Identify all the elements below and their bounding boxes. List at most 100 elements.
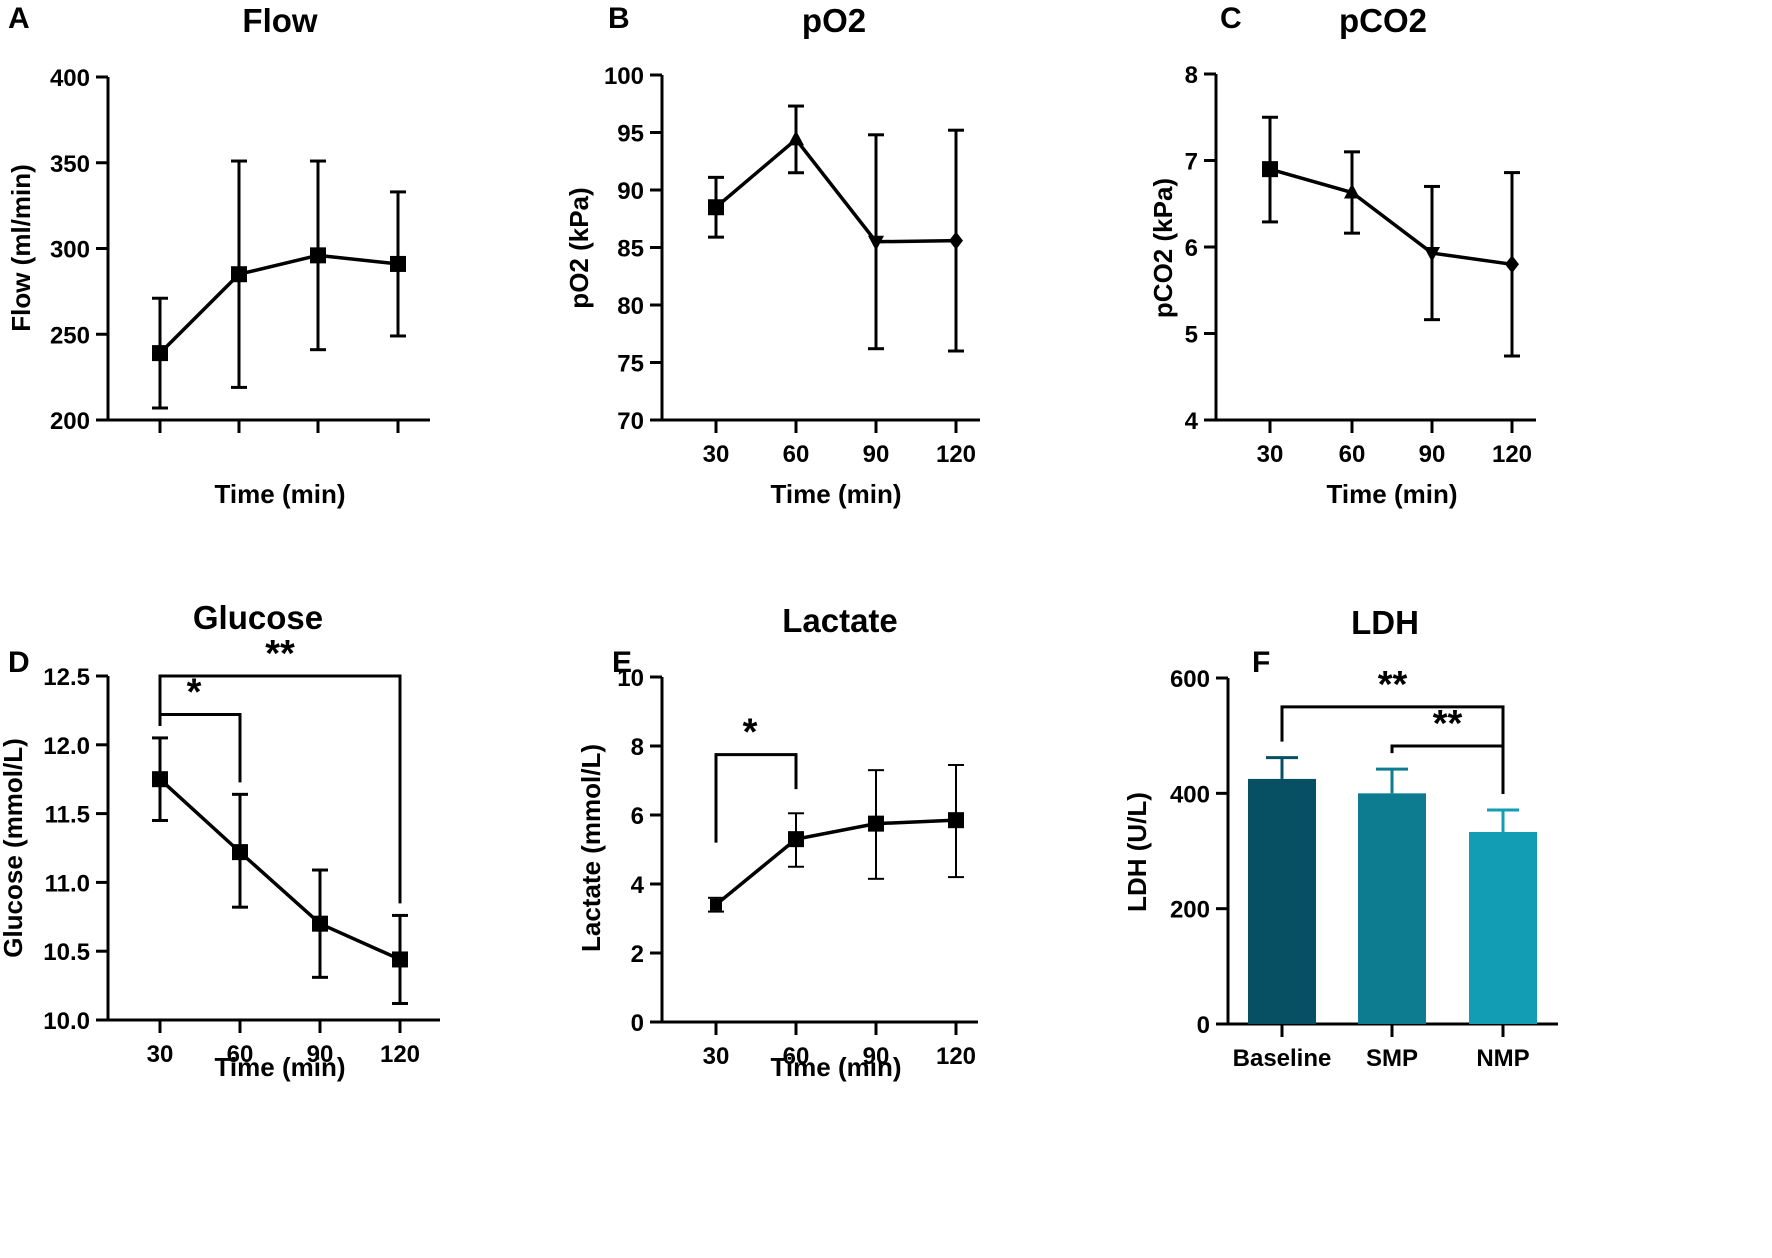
panel-d-letter: D <box>8 646 30 679</box>
x-tick-label: 60 <box>783 441 810 468</box>
y-tick-label: 5 <box>1185 322 1198 349</box>
data-point <box>152 345 168 362</box>
x-tick-label: NMP <box>1476 1045 1529 1072</box>
data-point <box>868 815 884 832</box>
chart-title: pO2 <box>802 2 866 39</box>
y-tick-label: 10.5 <box>43 939 90 966</box>
x-tick-label: 30 <box>147 1041 174 1068</box>
y-axis-label: LDH (U/L) <box>1122 792 1152 912</box>
x-axis-label: Time (min) <box>215 479 346 509</box>
y-tick-label: 75 <box>617 351 644 378</box>
y-tick-label: 400 <box>50 65 90 92</box>
x-tick-label: 30 <box>703 441 730 468</box>
y-tick-label: 80 <box>617 293 644 320</box>
x-axis-label: Time (min) <box>1327 479 1458 509</box>
panel-b-letter: B <box>608 2 630 35</box>
x-tick-label: Baseline <box>1233 1045 1332 1072</box>
data-point <box>1262 161 1278 178</box>
y-tick-label: 300 <box>50 237 90 264</box>
x-tick-label: 90 <box>863 1043 890 1070</box>
y-tick-label: 12.5 <box>43 664 90 691</box>
y-tick-label: 4 <box>1185 408 1199 435</box>
y-tick-label: 90 <box>617 178 644 205</box>
series-line <box>1269 167 1513 267</box>
panel-d: D Glucose 10.0 10.5 11.0 11.5 12.0 12.5 Glucose… <box>0 599 440 1082</box>
y-tick-label: 7 <box>1185 149 1198 176</box>
chart-title: Flow <box>242 2 317 39</box>
y-tick-label: 70 <box>617 408 644 435</box>
chart-title: Glucose <box>193 599 323 636</box>
y-tick-label: 8 <box>631 734 644 761</box>
x-tick-label: 120 <box>1492 441 1532 468</box>
significance-label: ** <box>1378 664 1408 706</box>
y-tick-label: 10 <box>617 665 644 692</box>
data-point <box>232 844 248 861</box>
panel-c-letter: C <box>1220 2 1242 35</box>
data-point <box>948 812 964 829</box>
panel-a: A Flow 200 250 300 350 400 Flow (ml/min) Time (… <box>6 2 430 509</box>
y-tick-label: 600 <box>1170 666 1210 693</box>
data-point <box>310 247 326 264</box>
data-point <box>788 130 804 146</box>
chart-title: pCO2 <box>1339 2 1427 39</box>
x-tick-label: 120 <box>936 441 976 468</box>
y-axis-label: pCO2 (kPa) <box>1148 178 1178 318</box>
y-tick-label: 4 <box>631 872 645 899</box>
y-tick-label: 0 <box>631 1010 644 1037</box>
chart-title: Lactate <box>782 602 898 639</box>
bar <box>1358 793 1426 1024</box>
significance-bracket <box>158 713 242 783</box>
panel-a-letter: A <box>8 2 30 35</box>
x-tick-label: 60 <box>227 1041 254 1068</box>
bar <box>1469 831 1537 1024</box>
x-tick-label: 120 <box>936 1043 976 1070</box>
x-axis-label: Time (min) <box>215 1052 346 1082</box>
y-axis-label: pO2 (kPa) <box>564 187 594 308</box>
y-tick-label: 200 <box>1170 897 1210 924</box>
x-tick-label: 90 <box>307 1041 334 1068</box>
significance-bracket <box>714 753 798 843</box>
y-tick-label: 400 <box>1170 781 1210 808</box>
data-point <box>390 255 406 272</box>
data-point <box>788 831 804 848</box>
y-tick-label: 6 <box>631 803 644 830</box>
panel-f: F LDH 0 200 400 600 LDH (U/L) Baseline SMP NMP **… <box>1122 604 1558 1072</box>
x-tick-label: 90 <box>863 441 890 468</box>
data-point <box>231 266 247 283</box>
data-point <box>1505 255 1519 274</box>
x-tick-label: SMP <box>1366 1045 1418 1072</box>
data-point <box>1344 183 1360 199</box>
data-point <box>1424 247 1440 263</box>
panel-b: B pO2 70 75 80 85 90 95 100 pO2 (kPa) 30 60 90 120 Ti… <box>564 2 980 509</box>
x-tick-label: 60 <box>783 1043 810 1070</box>
y-tick-label: 0 <box>1197 1012 1210 1039</box>
panel-e-letter: E <box>612 646 632 679</box>
data-point <box>949 231 963 250</box>
data-point <box>708 199 724 216</box>
panel-c: C pCO2 4 5 6 7 8 pCO2 (kPa) 30 60 90 120 Time (min) <box>1148 2 1536 509</box>
x-axis-label: Time (min) <box>771 1052 902 1082</box>
series-line <box>158 777 401 962</box>
data-point <box>868 235 884 251</box>
y-tick-label: 350 <box>50 151 90 178</box>
y-tick-label: 8 <box>1185 62 1198 89</box>
y-tick-label: 85 <box>617 236 644 263</box>
x-tick-label: 30 <box>1257 441 1284 468</box>
y-tick-label: 2 <box>631 941 644 968</box>
x-tick-label: 30 <box>703 1043 730 1070</box>
y-axis-label: Lactate (mmol/L) <box>576 744 606 952</box>
y-tick-label: 95 <box>617 121 644 148</box>
panel-e: E Lactate 0 2 4 6 8 10 Lactate (mmol/L) 30 60 90 12… <box>576 602 978 1082</box>
y-tick-label: 200 <box>50 408 90 435</box>
y-tick-label: 11.0 <box>45 870 90 897</box>
data-point <box>710 898 722 911</box>
significance-label: ** <box>1433 703 1463 745</box>
data-point <box>312 915 328 932</box>
chart-title: LDH <box>1351 604 1419 641</box>
data-point <box>392 951 408 968</box>
y-tick-label: 10.0 <box>43 1008 90 1035</box>
significance-bracket <box>158 674 402 904</box>
x-tick-label: 120 <box>380 1041 420 1068</box>
significance-label: ** <box>265 633 295 675</box>
